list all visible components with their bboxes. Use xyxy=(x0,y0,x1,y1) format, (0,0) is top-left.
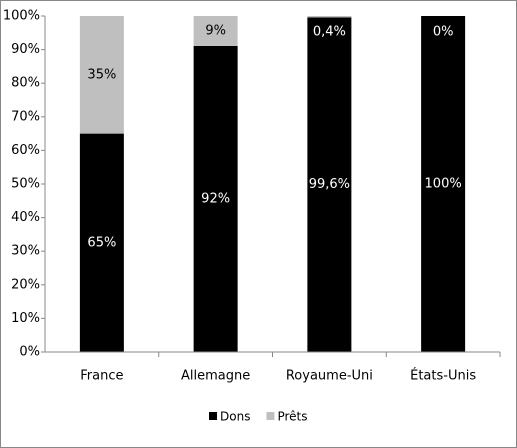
y-tick-label: 90% xyxy=(11,42,40,57)
y-tick-label: 100% xyxy=(3,9,40,24)
data-label: 100% xyxy=(425,177,462,192)
y-tick-label: 0% xyxy=(19,345,40,360)
bar-segment xyxy=(307,17,352,353)
y-tick-label: 70% xyxy=(11,109,40,124)
x-tick-label: Royaume-Uni xyxy=(286,369,373,384)
bar-segment xyxy=(79,133,124,352)
y-tick-label: 10% xyxy=(11,311,40,326)
y-tick-label: 50% xyxy=(11,177,40,192)
y-tick-label: 30% xyxy=(11,244,40,259)
legend-label: Dons xyxy=(220,410,250,424)
bar-segment xyxy=(421,16,466,352)
legend-label: Prêts xyxy=(277,410,307,424)
y-tick-label: 60% xyxy=(11,143,40,158)
data-label: 0% xyxy=(433,25,454,40)
data-label: 65% xyxy=(87,235,116,250)
x-tick-label: France xyxy=(80,369,123,384)
x-tick-label: Allemagne xyxy=(181,369,250,384)
data-label: 99,6% xyxy=(309,177,350,192)
bar-segment xyxy=(307,16,352,18)
legend-swatch xyxy=(266,412,275,420)
y-tick-label: 80% xyxy=(11,76,40,91)
data-label: 0,4% xyxy=(313,25,346,40)
data-label: 9% xyxy=(205,23,226,38)
y-tick-label: 40% xyxy=(11,210,40,225)
data-label: 92% xyxy=(201,191,230,206)
y-tick-label: 20% xyxy=(11,277,40,292)
bar-segment xyxy=(193,16,238,46)
bar-segment xyxy=(79,16,124,134)
data-label: 35% xyxy=(87,67,116,82)
x-tick-label: États-Unis xyxy=(410,368,476,384)
bar-segment xyxy=(193,45,238,353)
legend-swatch xyxy=(209,412,217,420)
